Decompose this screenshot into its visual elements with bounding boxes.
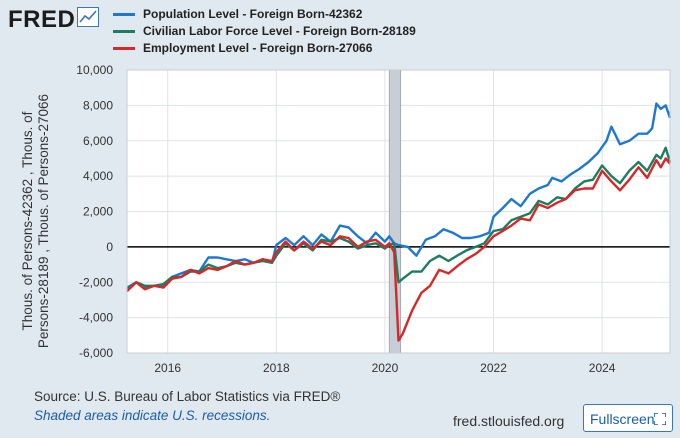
series-line-0[interactable]	[126, 102, 672, 289]
chart-header: FRED Population Level - Foreign Born-423…	[0, 0, 680, 62]
legend-item-population[interactable]: Population Level - Foreign Born-42362	[113, 6, 416, 23]
legend-item-labor-force[interactable]: Civilian Labor Force Level - Foreign Bor…	[113, 23, 416, 40]
y-tick-label: 10,000	[76, 63, 113, 77]
legend-swatch-population	[113, 13, 135, 16]
y-tick-label: -2,000	[79, 275, 113, 289]
fullscreen-button[interactable]: Fullscreen	[583, 404, 673, 432]
legend-swatch-employment	[113, 47, 135, 50]
fred-logo[interactable]: FRED	[8, 6, 76, 33]
legend-label-employment: Employment Level - Foreign Born-27066	[143, 41, 373, 55]
y-tick-label: 8,000	[83, 98, 113, 112]
source-note: Source: U.S. Bureau of Labor Statistics …	[34, 389, 341, 404]
y-tick-label: 4,000	[83, 169, 113, 183]
series-line-2[interactable]	[126, 157, 671, 342]
x-tick-label: 2022	[480, 361, 507, 375]
y-tick-label: 6,000	[83, 134, 113, 148]
legend-item-employment[interactable]: Employment Level - Foreign Born-27066	[113, 40, 416, 57]
y-tick-label: -4,000	[79, 311, 113, 325]
fred-url[interactable]: fred.stlouisfed.org	[453, 413, 565, 429]
y-tick-label: 0	[106, 240, 113, 254]
legend-label-labor-force: Civilian Labor Force Level - Foreign Bor…	[143, 24, 416, 38]
fullscreen-label: Fullscreen	[590, 411, 655, 427]
legend-label-population: Population Level - Foreign Born-42362	[143, 7, 363, 21]
recession-shade	[388, 69, 402, 354]
plot-border	[126, 69, 671, 354]
y-tick-label: -6,000	[79, 346, 113, 360]
chart-legend: Population Level - Foreign Born-42362 Ci…	[113, 6, 416, 57]
x-tick-label: 2020	[372, 361, 399, 375]
line-chart[interactable]: -6,000 -4,000 -2,000 0 2,000 4,000 6,000 8,000 1…	[0, 0, 680, 390]
x-tick-label: 2024	[589, 361, 616, 375]
x-tick-label: 2016	[154, 361, 181, 375]
legend-swatch-labor-force	[113, 30, 135, 33]
fullscreen-icon	[654, 413, 666, 425]
x-tick-label: 2018	[263, 361, 290, 375]
chart-line-icon	[77, 7, 99, 27]
y-tick-label: 2,000	[83, 205, 113, 219]
recession-note: Shaded areas indicate U.S. recessions.	[34, 408, 271, 423]
